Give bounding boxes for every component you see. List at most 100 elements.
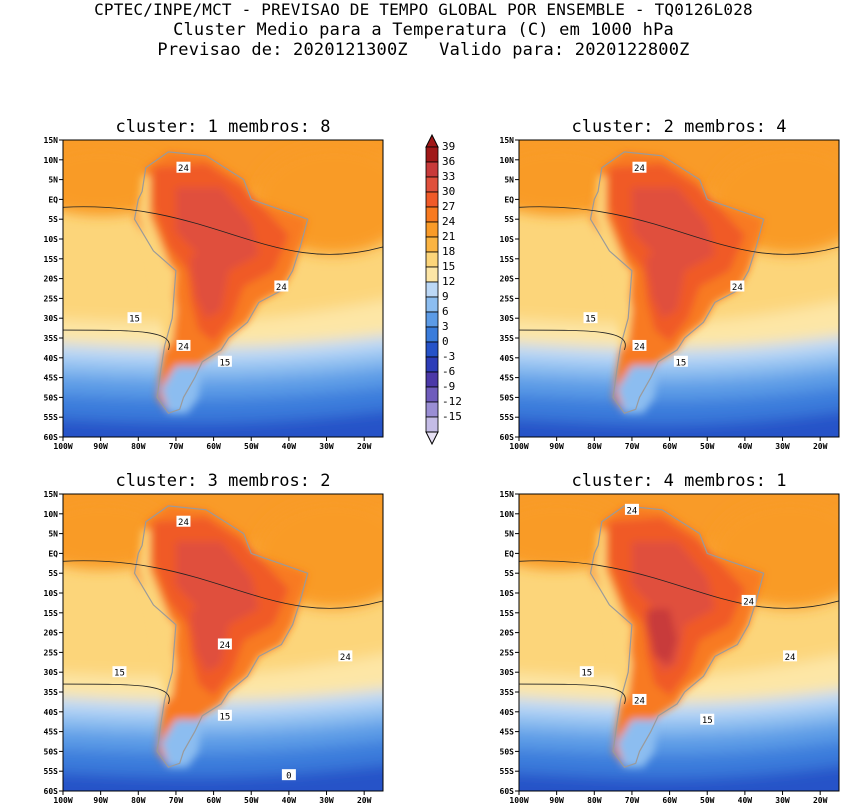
y-tick-label: 10N <box>500 510 515 519</box>
y-tick-label: EQ <box>48 549 58 558</box>
map-frame <box>518 493 840 792</box>
y-tick-label: 55S <box>44 767 59 776</box>
y-tick-label: 35S <box>500 334 515 343</box>
x-tick-label: 50W <box>700 442 715 451</box>
colorbar-swatch <box>425 416 439 433</box>
figure-header: CPTEC/INPE/MCT - PREVISAO DE TEMPO GLOBA… <box>0 0 847 60</box>
coastline <box>589 151 765 414</box>
y-tick-label: 15N <box>44 136 59 145</box>
contour-label: 24 <box>176 161 191 174</box>
svg-text:15: 15 <box>114 669 125 679</box>
x-tick-label: 60W <box>662 442 677 451</box>
y-tick-label: 15S <box>500 255 515 264</box>
contour-label: 0 <box>281 769 296 782</box>
panel-title: cluster: 1 membros: 8 <box>116 117 331 137</box>
colorbar-swatch <box>425 221 439 238</box>
svg-text:15: 15 <box>219 712 230 722</box>
y-tick-label: 50S <box>44 393 59 402</box>
x-tick-label: 30W <box>775 442 790 451</box>
svg-text:15: 15 <box>581 669 592 679</box>
svg-text:15: 15 <box>129 315 140 325</box>
y-tick-label: 5S <box>504 569 514 578</box>
y-tick-label: 5N <box>504 530 514 539</box>
x-tick-label: 90W <box>549 796 564 803</box>
svg-text:15: 15 <box>585 315 596 325</box>
y-tick-label: 5S <box>48 569 58 578</box>
y-tick-label: 35S <box>44 688 59 697</box>
svg-text:24: 24 <box>219 641 230 651</box>
isotherm-24-line <box>63 560 383 609</box>
y-tick-label: 15S <box>44 609 59 618</box>
svg-text:15: 15 <box>219 358 230 368</box>
x-tick-label: 90W <box>93 442 108 451</box>
svg-text:24: 24 <box>276 283 287 293</box>
colorbar-label: 36 <box>442 155 455 168</box>
colorbar-swatch <box>425 371 439 388</box>
temperature-field <box>63 140 383 437</box>
svg-text:0: 0 <box>286 772 291 782</box>
continent-temperature <box>134 505 308 768</box>
y-tick-label: 45S <box>44 728 59 737</box>
y-tick-label: 45S <box>500 374 515 383</box>
x-tick-label: 60W <box>662 796 677 803</box>
colorbar-label: -3 <box>442 350 455 363</box>
colorbar-swatch <box>425 326 439 343</box>
svg-text:24: 24 <box>178 164 189 174</box>
contour-label: 24 <box>624 503 639 516</box>
svg-text:24: 24 <box>785 653 796 663</box>
y-tick-label: 15S <box>500 609 515 618</box>
contour-label: 15 <box>583 312 598 325</box>
isotherm-24-line <box>519 560 839 609</box>
svg-text:24: 24 <box>340 653 351 663</box>
x-tick-label: 50W <box>244 442 259 451</box>
isotherm-15-line <box>63 329 170 351</box>
colorbar-label: 12 <box>442 275 455 288</box>
colorbar-swatch <box>425 236 439 253</box>
y-tick-label: 60S <box>500 787 515 796</box>
temperature-field <box>519 140 839 437</box>
contour-label: 15 <box>700 713 715 726</box>
y-tick-label: 10N <box>44 156 59 165</box>
colorbar-label: 6 <box>442 305 449 318</box>
isotherm-24-line <box>63 206 383 255</box>
panel-title: cluster: 3 membros: 2 <box>116 471 331 491</box>
y-tick-label: 10S <box>44 589 59 598</box>
y-tick-label: 50S <box>500 393 515 402</box>
y-tick-label: EQ <box>504 549 514 558</box>
x-tick-label: 50W <box>700 796 715 803</box>
isotherm-15-line <box>519 683 626 705</box>
svg-text:24: 24 <box>743 597 754 607</box>
isotherm-band <box>519 765 839 791</box>
y-tick-label: 45S <box>500 728 515 737</box>
contour-label: 15 <box>579 666 594 679</box>
x-tick-label: 40W <box>738 442 753 451</box>
x-tick-label: 90W <box>93 796 108 803</box>
map-panel-1: 24 24 15 24 15 cluster: 1 membros: 8 100W 90W 80… <box>44 117 384 451</box>
svg-text:24: 24 <box>627 506 638 516</box>
svg-text:24: 24 <box>178 342 189 352</box>
colorbar-top-arrow <box>425 133 439 148</box>
y-tick-label: 20S <box>500 275 515 284</box>
y-tick-label: 15N <box>44 490 59 499</box>
colorbar-label: 33 <box>442 170 455 183</box>
colorbar-label: -6 <box>442 365 455 378</box>
y-tick-label: 20S <box>44 629 59 638</box>
x-tick-label: 30W <box>319 442 334 451</box>
contour-label: 24 <box>338 650 353 663</box>
x-tick-label: 100W <box>53 796 72 803</box>
map-panel-4: 24 24 24 15 24 15 cluster: 4 membros: 1 100W 90W… <box>500 471 840 803</box>
y-tick-label: 30S <box>44 668 59 677</box>
colorbar-label: 15 <box>442 260 455 273</box>
x-tick-label: 80W <box>131 442 146 451</box>
y-tick-label: 25S <box>44 294 59 303</box>
x-tick-label: 80W <box>587 442 602 451</box>
contour-label: 24 <box>632 339 647 352</box>
y-tick-label: 60S <box>44 433 59 442</box>
x-tick-label: 70W <box>169 796 184 803</box>
contour-label: 15 <box>112 666 127 679</box>
colorbar-swatch <box>425 161 439 178</box>
y-tick-label: 10S <box>500 589 515 598</box>
y-tick-label: 40S <box>500 354 515 363</box>
y-tick-label: 15N <box>500 136 515 145</box>
